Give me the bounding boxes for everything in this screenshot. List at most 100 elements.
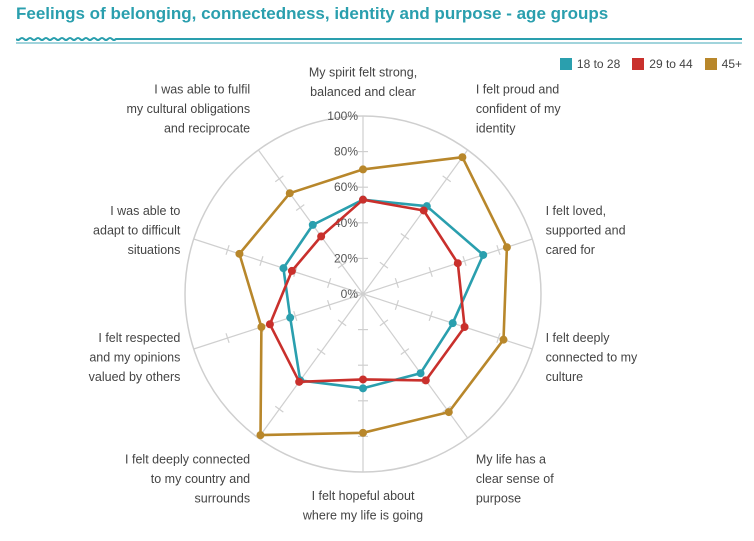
axis-tick bbox=[379, 319, 389, 327]
axis-tick bbox=[225, 245, 230, 255]
axis-label-line: identity bbox=[476, 122, 516, 136]
data-point bbox=[502, 243, 511, 252]
axis-spoke bbox=[362, 149, 469, 295]
axis-label-line: where my life is going bbox=[302, 509, 423, 523]
legend-item-45-plus: 45+ bbox=[704, 57, 742, 71]
axis-tick bbox=[394, 300, 399, 310]
axis-label-line: adapt to difficult bbox=[93, 223, 181, 237]
axis-label: I felt deeply connected to my country and… bbox=[125, 452, 250, 505]
chart-title: Feelings of belonging, connectedness, id… bbox=[16, 4, 609, 23]
data-point bbox=[359, 384, 367, 393]
axis-tick bbox=[496, 333, 501, 343]
axis-tick bbox=[274, 175, 284, 183]
axis-label-line: my cultural obligations bbox=[126, 102, 250, 116]
data-point bbox=[421, 376, 430, 385]
data-point bbox=[453, 259, 462, 268]
axis-tick bbox=[225, 333, 230, 343]
axis-tick bbox=[379, 261, 389, 269]
legend-label: 18 to 28 bbox=[576, 57, 621, 71]
data-point bbox=[265, 320, 274, 329]
radial-tick-label: 60% bbox=[334, 180, 358, 194]
legend-swatch bbox=[704, 58, 717, 70]
axis-label-line: confident of my bbox=[476, 102, 562, 116]
axis-label-line: connected to my bbox=[546, 351, 638, 365]
axis-tick bbox=[400, 232, 410, 240]
axis-label-line: I felt respected bbox=[98, 331, 180, 345]
axis-tick bbox=[327, 300, 332, 310]
axis-tick bbox=[274, 405, 284, 413]
axis-label-line: My spirit felt strong, bbox=[309, 66, 417, 80]
axis-tick bbox=[327, 278, 332, 288]
data-point bbox=[416, 369, 425, 378]
series-line-29-to-44 bbox=[268, 198, 466, 384]
axis-label: I felt respected and my opinions valued by… bbox=[89, 331, 181, 384]
data-point bbox=[286, 313, 295, 322]
data-point bbox=[444, 408, 453, 417]
axis-tick bbox=[337, 261, 347, 269]
axis-label: My life has a clear sense of purpose bbox=[476, 452, 554, 505]
axis-label-line: culture bbox=[546, 370, 584, 384]
series-line-45- bbox=[238, 155, 509, 437]
axis-tick bbox=[442, 175, 452, 183]
axis-tick bbox=[394, 278, 399, 288]
legend-swatch bbox=[632, 58, 645, 70]
axis-label: My spirit felt strong, balanced and clear bbox=[309, 66, 417, 100]
data-point bbox=[458, 153, 467, 162]
axis-label-line: I was able to bbox=[110, 204, 180, 218]
data-point bbox=[256, 431, 265, 440]
axis-label-line: cared for bbox=[546, 243, 595, 257]
axis-label-line: supported and bbox=[546, 223, 626, 237]
axis-label-line: valued by others bbox=[89, 370, 181, 384]
axis-label-line: purpose bbox=[476, 491, 521, 505]
axis-spoke bbox=[193, 293, 364, 350]
axis-label-line: to my country and bbox=[151, 472, 250, 486]
axis-tick bbox=[293, 311, 298, 321]
axis-tick bbox=[496, 245, 501, 255]
axis-label: I felt proud and confident of my identity bbox=[476, 83, 562, 136]
axis-tick bbox=[295, 204, 305, 212]
data-point bbox=[308, 220, 317, 229]
chart-legend: 18 to 28 29 to 44 45+ bbox=[559, 57, 742, 71]
data-point bbox=[235, 249, 244, 258]
data-point bbox=[499, 335, 508, 344]
axis-label-line: and my opinions bbox=[89, 351, 180, 365]
data-point bbox=[359, 165, 367, 174]
axis-tick bbox=[259, 256, 264, 266]
axis-label: I was able to adapt to difficult situation… bbox=[93, 204, 181, 257]
title-underline bbox=[16, 37, 742, 44]
data-point bbox=[285, 189, 294, 198]
axis-tick bbox=[400, 348, 410, 356]
axis-tick bbox=[428, 311, 433, 321]
legend-item-29-to-44: 29 to 44 bbox=[632, 57, 693, 71]
axis-label-line: I felt deeply bbox=[546, 331, 611, 345]
data-point bbox=[295, 377, 304, 386]
axis-label-line: My life has a bbox=[476, 452, 546, 466]
data-point bbox=[317, 232, 326, 241]
axis-tick bbox=[316, 348, 326, 356]
axis-label: I felt hopeful about where my life is goi… bbox=[302, 489, 423, 523]
axis-label-line: I felt deeply connected bbox=[125, 452, 250, 466]
data-point bbox=[479, 250, 488, 259]
radial-tick-label: 20% bbox=[334, 251, 358, 265]
data-point bbox=[460, 323, 469, 332]
axis-tick bbox=[462, 256, 467, 266]
axis-label-line: situations bbox=[128, 243, 181, 257]
data-point bbox=[359, 428, 367, 437]
legend-item-18-to-28: 18 to 28 bbox=[559, 57, 621, 71]
axis-label: I felt deeply connected to my culture bbox=[546, 331, 638, 384]
legend-swatch bbox=[559, 58, 572, 70]
axis-label-line: surrounds bbox=[195, 491, 251, 505]
data-point bbox=[359, 375, 367, 384]
axis-label-line: balanced and clear bbox=[310, 85, 416, 99]
axis-spoke bbox=[193, 238, 364, 295]
axis-spoke bbox=[362, 293, 469, 439]
axis-label-line: I felt loved, bbox=[546, 204, 606, 218]
axis-spoke bbox=[257, 293, 364, 439]
radial-tick-label: 80% bbox=[334, 145, 358, 159]
radial-tick-label: 100% bbox=[327, 109, 358, 123]
axis-label: I felt loved, supported and cared for bbox=[546, 204, 626, 257]
axis-label-line: I was able to fulfil bbox=[154, 83, 250, 97]
legend-label: 29 to 44 bbox=[649, 57, 693, 71]
data-point bbox=[419, 206, 428, 215]
